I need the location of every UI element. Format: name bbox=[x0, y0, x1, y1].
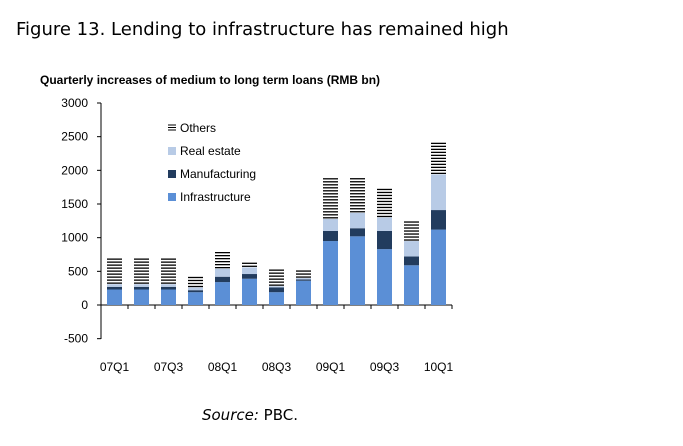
bar-segment-real-estate bbox=[377, 217, 392, 231]
bar-segment-manufacturing bbox=[242, 274, 257, 279]
bar-segment-others bbox=[323, 177, 338, 219]
bar-segment-manufacturing bbox=[134, 286, 149, 290]
bar-segment-manufacturing bbox=[323, 230, 338, 242]
bar-segment-manufacturing bbox=[350, 228, 365, 237]
legend-swatch-manufacturing bbox=[168, 170, 176, 178]
bar-segment-others-fill bbox=[323, 177, 338, 219]
bar-segment-real-estate bbox=[350, 212, 365, 229]
bar-segment-others bbox=[161, 258, 176, 285]
bar-segment-others-fill bbox=[215, 251, 230, 269]
bar-segment-infrastructure bbox=[161, 289, 176, 305]
bar-segment-infrastructure bbox=[377, 249, 392, 305]
x-tick-label: 07Q1 bbox=[100, 360, 130, 374]
bar-segment-others bbox=[134, 258, 149, 285]
y-tick-label: 3000 bbox=[61, 96, 88, 110]
x-tick-label: 07Q3 bbox=[154, 360, 184, 374]
bar-segment-real-estate bbox=[323, 218, 338, 231]
bar-segment-others bbox=[242, 261, 257, 268]
bar-segment-others bbox=[107, 258, 122, 285]
legend-swatch-real-estate bbox=[168, 147, 176, 155]
bar-segment-others bbox=[377, 188, 392, 218]
bar-segment-others-fill bbox=[188, 276, 203, 288]
bar-segment-infrastructure bbox=[215, 282, 230, 305]
bar-segment-infrastructure bbox=[404, 265, 419, 305]
bar-segment-real-estate bbox=[107, 284, 122, 287]
y-tick-label: 500 bbox=[68, 264, 88, 278]
bar-segment-manufacturing bbox=[404, 256, 419, 266]
bar-segment-manufacturing bbox=[161, 286, 176, 290]
legend-swatch-others bbox=[168, 124, 176, 131]
source-label: Source: bbox=[201, 406, 259, 424]
bar-segment-others bbox=[215, 251, 230, 269]
bar-segment-manufacturing bbox=[107, 286, 122, 290]
x-tick-label: 10Q1 bbox=[424, 360, 454, 374]
y-tick-label: 1500 bbox=[61, 197, 88, 211]
bar-segment-others-fill bbox=[296, 268, 311, 279]
chart-subtitle: Quarterly increases of medium to long te… bbox=[40, 73, 380, 87]
bar-segment-real-estate bbox=[431, 174, 446, 211]
bar-segment-others-fill bbox=[242, 261, 257, 268]
bar-segment-others bbox=[296, 268, 311, 279]
bar-segment-real-estate bbox=[134, 284, 149, 287]
legend-label: Manufacturing bbox=[180, 167, 256, 181]
legend-label: Infrastructure bbox=[180, 190, 251, 204]
bar-segment-others bbox=[404, 220, 419, 242]
bar-segment-real-estate bbox=[215, 268, 230, 277]
x-tick-label: 08Q3 bbox=[262, 360, 292, 374]
bar-segment-manufacturing bbox=[431, 210, 446, 230]
bar-segment-others-fill bbox=[431, 140, 446, 175]
bar-segment-real-estate bbox=[188, 287, 203, 291]
legend-label: Others bbox=[180, 121, 216, 135]
x-tick-label: 08Q1 bbox=[208, 360, 238, 374]
y-tick-label: -500 bbox=[64, 332, 88, 346]
bar-segment-infrastructure bbox=[269, 292, 284, 305]
x-tick-label: 09Q3 bbox=[370, 360, 400, 374]
bar-segment-infrastructure bbox=[242, 278, 257, 305]
bar-segment-real-estate bbox=[296, 278, 311, 280]
bar-segment-manufacturing bbox=[269, 287, 284, 293]
axes: -500 0 500 1000 1500 2000 2500 3000 07Q1 07Q3 08Q1… bbox=[61, 96, 453, 374]
legend-swatch-infrastructure bbox=[168, 193, 176, 201]
x-tick-label: 09Q1 bbox=[316, 360, 346, 374]
legend: Others Real estate Manufacturing Infrastruc… bbox=[168, 121, 256, 204]
bar-segment-real-estate bbox=[269, 286, 284, 288]
y-tick-label: 2500 bbox=[61, 130, 88, 144]
legend-label: Real estate bbox=[180, 144, 241, 158]
bar-segment-real-estate bbox=[404, 241, 419, 257]
y-tick-label: 0 bbox=[81, 298, 88, 312]
bar-segment-manufacturing bbox=[296, 279, 311, 281]
bars bbox=[107, 140, 446, 305]
bar-segment-infrastructure bbox=[188, 292, 203, 305]
bar-segment-infrastructure bbox=[296, 280, 311, 305]
bar-segment-infrastructure bbox=[134, 289, 149, 305]
bar-segment-others bbox=[188, 276, 203, 288]
bar-segment-real-estate bbox=[242, 267, 257, 275]
bar-segment-infrastructure bbox=[323, 241, 338, 305]
source-text: PBC. bbox=[263, 406, 298, 424]
bar-segment-others bbox=[350, 177, 365, 213]
y-tick-label: 1000 bbox=[61, 231, 88, 245]
figure-title: Figure 13. Lending to infrastructure has… bbox=[16, 19, 509, 40]
bar-segment-others bbox=[269, 267, 284, 287]
bar-segment-infrastructure bbox=[107, 289, 122, 305]
bar-segment-manufacturing bbox=[377, 230, 392, 250]
bar-segment-infrastructure bbox=[350, 236, 365, 305]
bar-segment-infrastructure bbox=[431, 229, 446, 305]
bar-segment-real-estate bbox=[161, 284, 176, 287]
bar-segment-others-fill bbox=[350, 177, 365, 213]
bar-segment-manufacturing bbox=[215, 276, 230, 283]
source-note: Source: PBC. bbox=[0, 406, 500, 424]
bar-segment-manufacturing bbox=[188, 290, 203, 293]
bar-segment-others bbox=[431, 140, 446, 175]
y-tick-label: 2000 bbox=[61, 163, 88, 177]
